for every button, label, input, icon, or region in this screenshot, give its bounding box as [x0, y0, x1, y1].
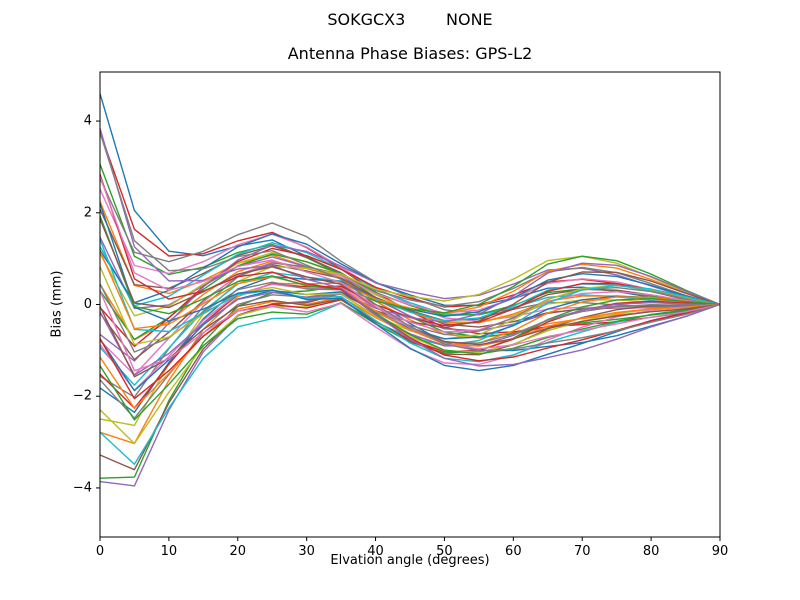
x-tick-label: 0 — [96, 544, 104, 559]
bias-line — [99, 244, 721, 362]
bias-line — [99, 93, 721, 352]
x-tick-label: 30 — [298, 544, 315, 559]
x-tick-label: 80 — [643, 544, 660, 559]
y-tick-label: 0 — [84, 297, 92, 312]
y-tick-label: 4 — [84, 114, 92, 129]
y-tick-label: −2 — [73, 389, 92, 404]
bias-line — [99, 266, 721, 353]
bias-line — [99, 128, 721, 367]
bias-line — [99, 250, 721, 347]
x-tick-label: 50 — [436, 544, 453, 559]
bias-line — [99, 261, 721, 376]
x-tick-label: 10 — [161, 544, 178, 559]
bias-line — [99, 215, 721, 355]
bias-line — [99, 291, 721, 376]
y-tick-label: 2 — [84, 205, 92, 220]
bias-line — [99, 298, 721, 378]
bias-line — [99, 283, 721, 391]
bias-line — [99, 132, 721, 352]
x-tick-label: 70 — [574, 544, 591, 559]
y-tick-label: −4 — [73, 480, 92, 495]
x-axis-label: Elvation angle (degrees) — [330, 553, 490, 568]
bias-line — [99, 202, 721, 372]
chart-subtitle: Antenna Phase Biases: GPS-L2 — [287, 44, 533, 63]
x-tick-label: 20 — [230, 544, 247, 559]
x-tick-label: 90 — [712, 544, 729, 559]
bias-line — [99, 239, 721, 363]
x-tick-label: 40 — [367, 544, 384, 559]
bias-line — [99, 176, 721, 350]
x-tick-label: 60 — [505, 544, 522, 559]
bias-line — [99, 255, 721, 479]
chart-title: SOKGCX3 NONE — [327, 10, 493, 29]
bias-line — [99, 264, 721, 361]
bias-line — [99, 188, 721, 322]
bias-line — [99, 262, 721, 487]
